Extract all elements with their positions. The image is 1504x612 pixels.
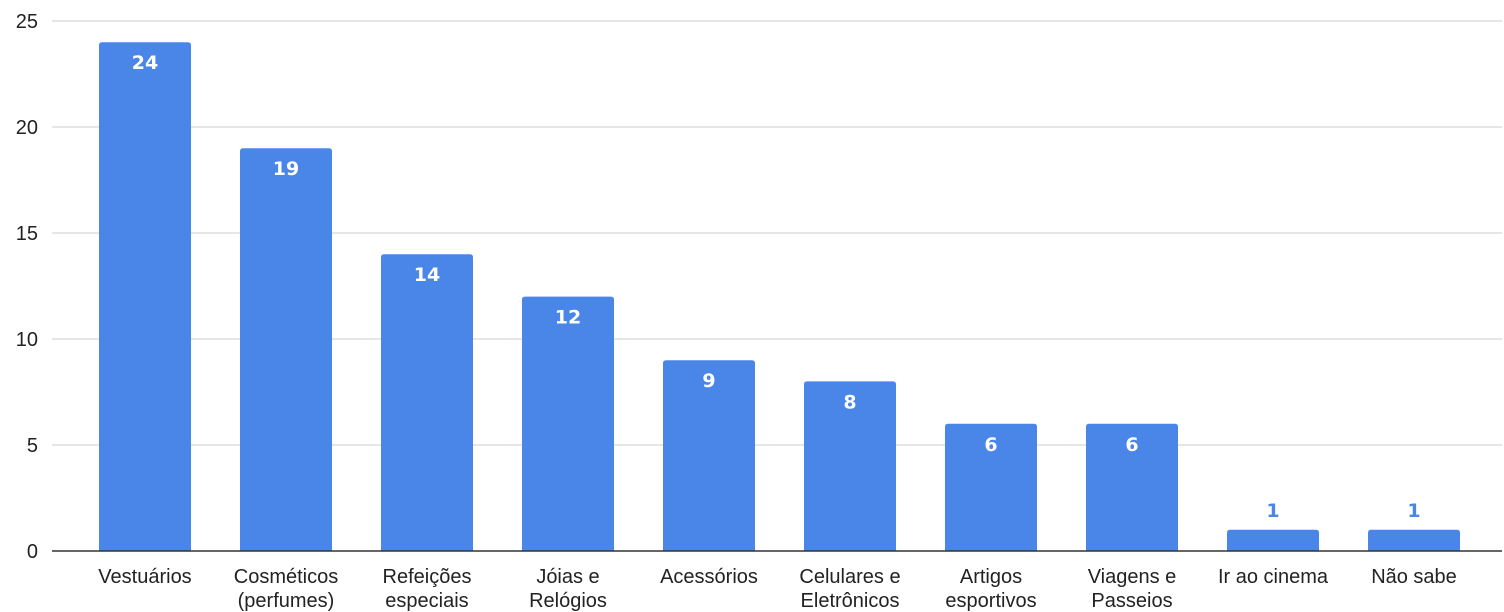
axes: 0 5 10 15 20 25 Vestuários Cosméticos (perfumes)… xyxy=(16,11,1502,612)
y-tick-label: 25 xyxy=(16,11,38,33)
x-tick-label-line: Refeições xyxy=(383,566,472,588)
x-tick-label-line: esportivos xyxy=(945,590,1036,612)
bar xyxy=(804,381,896,551)
data-label: 1 xyxy=(1407,500,1420,522)
bar xyxy=(522,296,614,551)
bar xyxy=(99,42,191,551)
x-tick-label-line: (perfumes) xyxy=(238,590,335,612)
bar xyxy=(1368,529,1460,551)
data-label: 8 xyxy=(843,391,856,413)
x-tick-label-line: Eletrônicos xyxy=(801,590,900,612)
y-tick-label: 5 xyxy=(27,435,38,457)
data-label: 14 xyxy=(414,264,440,286)
x-tick-label-line: Ir ao cinema xyxy=(1218,566,1329,588)
x-tick-label: Viagens e Passeios xyxy=(1088,566,1177,612)
y-tick-label: 20 xyxy=(16,117,38,139)
x-tick-label-line: Não sabe xyxy=(1371,566,1457,588)
data-label: 19 xyxy=(273,158,299,180)
x-tick-label-line: Jóias e xyxy=(536,566,599,588)
x-tick-label-line: Artigos xyxy=(960,566,1022,588)
y-tick-label: 0 xyxy=(27,541,38,563)
bars: 24 19 14 12 9 8 6 6 1 1 xyxy=(99,42,1460,551)
x-tick-label: Cosméticos (perfumes) xyxy=(234,566,338,612)
bar xyxy=(945,423,1037,551)
x-tick-label: Vestuários xyxy=(98,566,191,588)
x-tick-label-line: Viagens e xyxy=(1088,566,1177,588)
x-tick-label: Não sabe xyxy=(1371,566,1457,588)
bar xyxy=(663,360,755,551)
x-tick-label-line: Acessórios xyxy=(660,566,758,588)
data-label: 6 xyxy=(1125,434,1138,456)
x-tick-label: Refeições especiais xyxy=(383,566,472,612)
x-tick-label-line: Relógios xyxy=(529,590,607,612)
data-label: 12 xyxy=(555,307,581,329)
x-tick-label: Celulares e Eletrônicos xyxy=(799,566,900,612)
x-tick-label: Jóias e Relógios xyxy=(529,566,607,612)
data-label: 9 xyxy=(702,370,715,392)
y-tick-label: 15 xyxy=(16,223,38,245)
data-label: 6 xyxy=(984,434,997,456)
x-tick-label-line: Passeios xyxy=(1091,590,1172,612)
bar xyxy=(1086,423,1178,551)
x-tick-label-line: Celulares e xyxy=(799,566,900,588)
bar xyxy=(240,148,332,551)
bar xyxy=(1227,529,1319,551)
x-tick-label: Acessórios xyxy=(660,566,758,588)
x-tick-label: Artigos esportivos xyxy=(945,566,1036,612)
bar xyxy=(381,254,473,551)
x-tick-label-line: Vestuários xyxy=(98,566,191,588)
x-tick-label-line: especiais xyxy=(385,590,468,612)
x-tick-label-line: Cosméticos xyxy=(234,566,338,588)
data-label: 1 xyxy=(1266,500,1279,522)
data-label: 24 xyxy=(132,52,158,74)
x-tick-label: Ir ao cinema xyxy=(1218,566,1329,588)
y-tick-label: 10 xyxy=(16,329,38,351)
